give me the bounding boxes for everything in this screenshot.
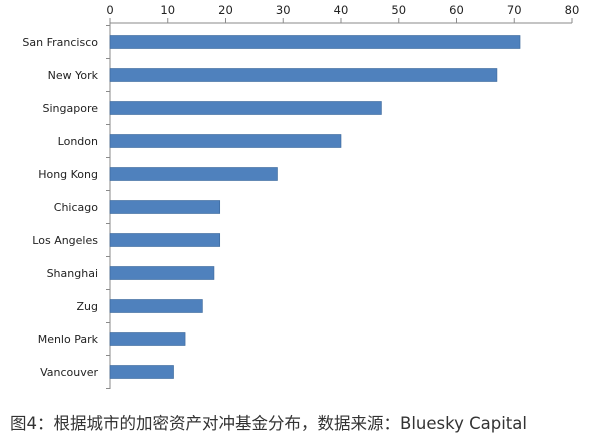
category-label: Hong Kong: [38, 168, 98, 181]
category-label: Vancouver: [40, 366, 98, 379]
category-label: Shanghai: [47, 267, 98, 280]
x-tick-label: 80: [565, 3, 580, 17]
x-tick-label: 30: [276, 3, 291, 17]
category-label: San Francisco: [22, 36, 98, 49]
x-tick-label: 50: [391, 3, 406, 17]
figure-caption: 图4：根据城市的加密资产对冲基金分布，数据来源：Bluesky Capital: [10, 414, 527, 433]
category-label: Los Angeles: [32, 234, 98, 247]
bar-shanghai: [109, 266, 215, 280]
x-tick-label: 70: [507, 3, 522, 17]
category-label: Singapore: [43, 102, 99, 115]
bar-chart: 0 10 20 30 40 50 60 70 80 San Francisco New York S…: [22, 3, 579, 389]
bar-new-york: [109, 68, 498, 82]
bars: [109, 35, 521, 379]
bar-hong-kong: [109, 167, 278, 181]
bar-london: [109, 134, 342, 148]
bar-menlo-park: [109, 332, 186, 346]
bar-san-francisco: [109, 35, 521, 49]
bar-chicago: [109, 200, 221, 214]
x-tick-label: 60: [449, 3, 464, 17]
category-label: New York: [48, 69, 99, 82]
axes: 0 10 20 30 40 50 60 70 80: [106, 3, 579, 389]
bar-zug: [109, 299, 203, 313]
category-labels: San Francisco New York Singapore London Hong…: [22, 36, 98, 379]
x-tick-label: 40: [334, 3, 349, 17]
bar-singapore: [109, 101, 382, 115]
bar-los-angeles: [109, 233, 221, 247]
category-label: Zug: [77, 300, 99, 313]
category-label: Chicago: [54, 201, 98, 214]
bar-vancouver: [109, 365, 174, 379]
category-label: London: [58, 135, 98, 148]
x-tick-label: 0: [106, 3, 113, 17]
x-tick-label: 20: [218, 3, 233, 17]
x-tick-label: 10: [160, 3, 175, 17]
category-label: Menlo Park: [38, 333, 99, 346]
